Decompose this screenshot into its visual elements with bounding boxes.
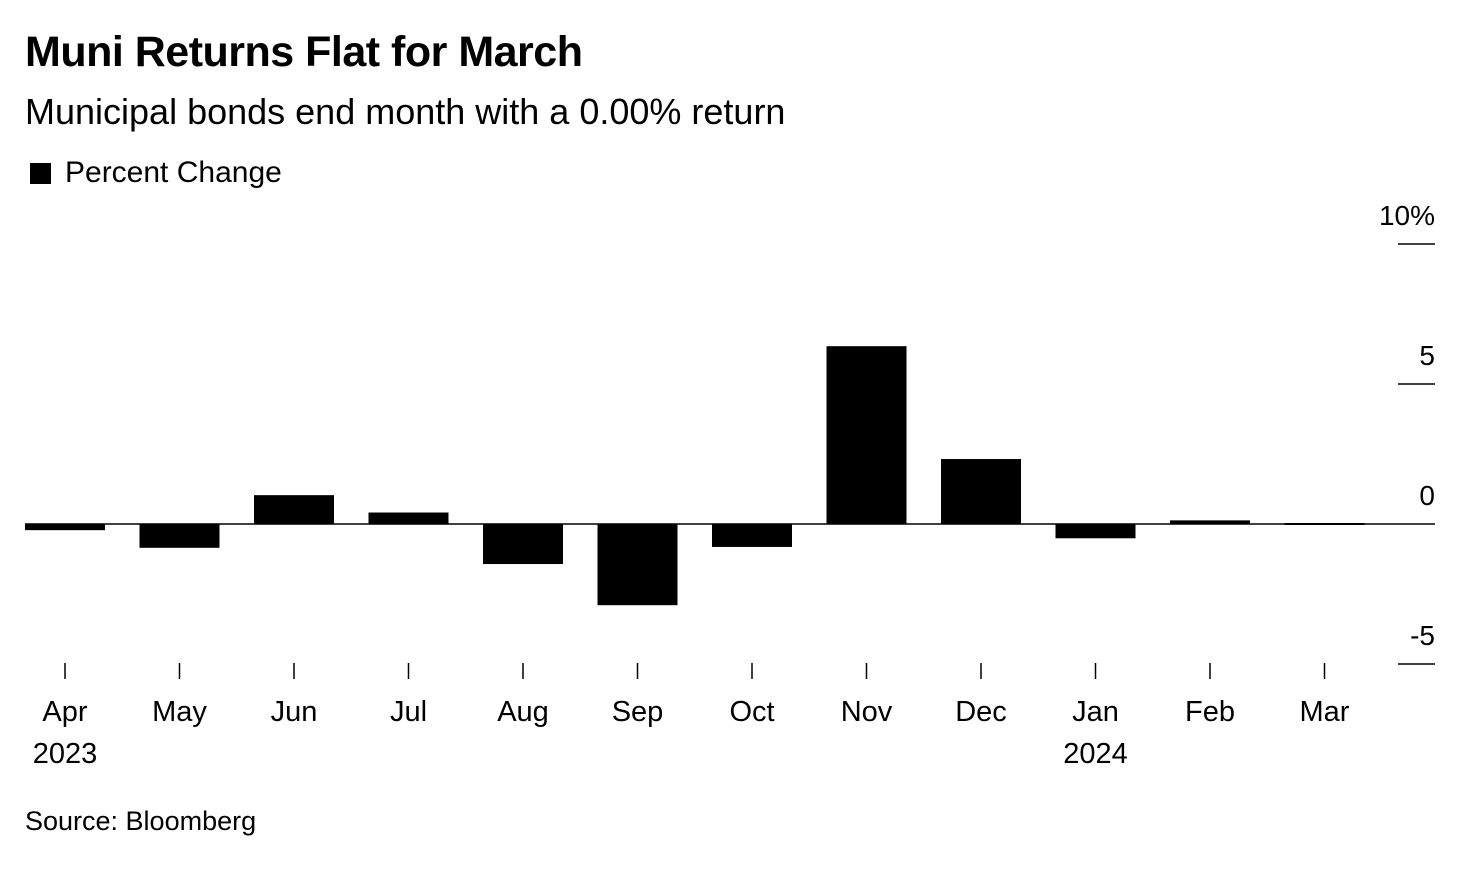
x-tick-label: Dec	[955, 696, 1007, 728]
bar	[941, 459, 1021, 524]
y-tick-label: 0	[1419, 480, 1435, 511]
bar	[1170, 520, 1250, 524]
bar	[712, 524, 792, 547]
y-tick-label: -5	[1410, 620, 1435, 651]
x-tick-label: Sep	[612, 696, 664, 728]
bar	[597, 524, 678, 606]
bar	[139, 524, 220, 548]
x-tick-label: Feb	[1185, 696, 1235, 728]
x-tick-label: Jan	[1072, 696, 1119, 728]
bar	[826, 346, 907, 524]
bar	[254, 495, 334, 524]
bar	[483, 524, 563, 565]
x-tick-label: Jun	[271, 696, 318, 728]
x-tick-label: Nov	[841, 696, 893, 728]
bar	[25, 524, 105, 531]
x-tick-label: May	[152, 696, 207, 728]
x-tick-label: Oct	[729, 696, 774, 728]
y-tick-label: 5	[1419, 340, 1435, 371]
bar	[368, 512, 449, 524]
legend-swatch	[30, 162, 51, 184]
chart-title: Muni Returns Flat for March	[25, 28, 583, 76]
bar	[1055, 524, 1136, 539]
source-note: Source: Bloomberg	[25, 806, 257, 836]
x-tick-label: Apr	[42, 696, 87, 728]
x-tick-label: Mar	[1300, 696, 1350, 728]
x-year-label: 2024	[1063, 738, 1128, 770]
x-year-label: 2023	[33, 738, 98, 770]
x-tick-label: Jul	[390, 696, 427, 728]
legend-label: Percent Change	[65, 156, 282, 189]
legend: Percent Change	[30, 156, 282, 190]
y-tick-label: 10%	[1379, 200, 1435, 231]
x-tick-label: Aug	[497, 696, 549, 728]
chart-subtitle: Municipal bonds end month with a 0.00% r…	[25, 91, 786, 132]
